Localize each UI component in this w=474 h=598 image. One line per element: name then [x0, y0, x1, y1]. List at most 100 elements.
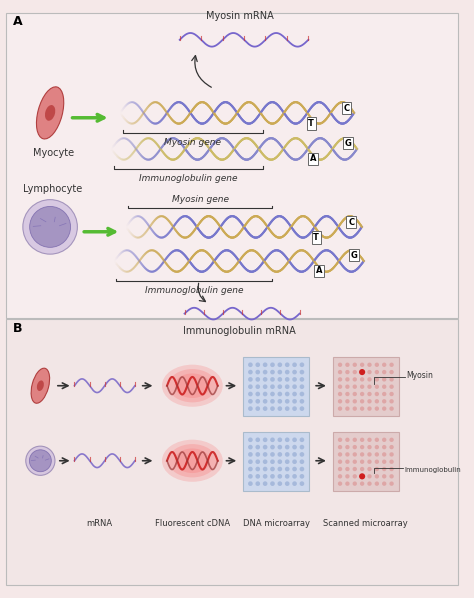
Circle shape — [248, 459, 253, 464]
Text: DNA microarray: DNA microarray — [243, 519, 310, 528]
Bar — [243, 432, 310, 491]
Circle shape — [389, 407, 394, 411]
Circle shape — [285, 362, 290, 367]
Circle shape — [374, 407, 379, 411]
Circle shape — [263, 452, 267, 457]
Circle shape — [382, 481, 386, 486]
Circle shape — [270, 392, 275, 396]
Circle shape — [285, 399, 290, 404]
Circle shape — [263, 406, 267, 411]
Circle shape — [277, 392, 282, 396]
Text: Myosin mRNA: Myosin mRNA — [206, 11, 274, 22]
Circle shape — [338, 399, 342, 404]
Circle shape — [300, 392, 304, 396]
Circle shape — [353, 474, 357, 478]
Circle shape — [263, 399, 267, 404]
Circle shape — [360, 392, 365, 396]
Circle shape — [255, 438, 260, 442]
Text: mRNA: mRNA — [86, 519, 112, 528]
Circle shape — [248, 481, 253, 486]
Circle shape — [292, 438, 297, 442]
Circle shape — [248, 438, 253, 442]
Circle shape — [255, 377, 260, 382]
Circle shape — [263, 385, 267, 389]
Circle shape — [292, 377, 297, 382]
Circle shape — [367, 459, 372, 464]
Circle shape — [374, 385, 379, 389]
Bar — [6, 13, 458, 318]
Circle shape — [345, 452, 350, 457]
Circle shape — [270, 377, 275, 382]
Circle shape — [353, 467, 357, 471]
Text: C: C — [343, 103, 349, 112]
Circle shape — [248, 385, 253, 389]
Circle shape — [345, 474, 350, 478]
Circle shape — [338, 481, 342, 486]
Circle shape — [23, 200, 77, 254]
Circle shape — [285, 377, 290, 382]
Circle shape — [360, 362, 365, 367]
Text: T: T — [308, 119, 314, 128]
Circle shape — [338, 362, 342, 367]
Circle shape — [360, 445, 365, 449]
Circle shape — [345, 467, 350, 471]
Circle shape — [292, 399, 297, 404]
Circle shape — [255, 362, 260, 367]
Circle shape — [360, 377, 365, 382]
Circle shape — [389, 377, 394, 382]
Circle shape — [292, 466, 297, 471]
Circle shape — [277, 385, 282, 389]
Circle shape — [360, 452, 365, 457]
Circle shape — [353, 481, 357, 486]
Circle shape — [353, 459, 357, 464]
Circle shape — [255, 459, 260, 464]
Circle shape — [292, 362, 297, 367]
Circle shape — [277, 438, 282, 442]
Circle shape — [367, 474, 372, 478]
Circle shape — [360, 459, 365, 464]
Circle shape — [338, 474, 342, 478]
Circle shape — [263, 438, 267, 442]
Circle shape — [300, 362, 304, 367]
Text: Immunoglobulin mRNA: Immunoglobulin mRNA — [183, 327, 295, 336]
Circle shape — [270, 438, 275, 442]
Circle shape — [263, 466, 267, 471]
Circle shape — [263, 445, 267, 450]
Text: Lymphocyte: Lymphocyte — [23, 184, 82, 194]
Circle shape — [345, 407, 350, 411]
Circle shape — [374, 362, 379, 367]
Circle shape — [292, 392, 297, 396]
Ellipse shape — [174, 448, 210, 473]
Ellipse shape — [36, 87, 64, 139]
Circle shape — [300, 406, 304, 411]
Circle shape — [359, 369, 365, 375]
Circle shape — [374, 438, 379, 442]
Ellipse shape — [174, 373, 210, 398]
Circle shape — [360, 481, 365, 486]
Circle shape — [300, 438, 304, 442]
Circle shape — [353, 399, 357, 404]
Text: T: T — [313, 233, 319, 242]
Circle shape — [263, 377, 267, 382]
Circle shape — [277, 445, 282, 450]
Circle shape — [270, 452, 275, 457]
Circle shape — [30, 206, 71, 248]
Circle shape — [374, 392, 379, 396]
Circle shape — [248, 362, 253, 367]
Circle shape — [353, 385, 357, 389]
Circle shape — [374, 481, 379, 486]
Circle shape — [277, 481, 282, 486]
Text: Immunoglobulin gene: Immunoglobulin gene — [139, 174, 238, 183]
Circle shape — [353, 407, 357, 411]
Circle shape — [367, 481, 372, 486]
Circle shape — [270, 445, 275, 450]
Circle shape — [374, 474, 379, 478]
Circle shape — [300, 452, 304, 457]
Circle shape — [285, 392, 290, 396]
Ellipse shape — [168, 369, 217, 402]
Circle shape — [367, 392, 372, 396]
Bar — [243, 358, 310, 416]
Text: A: A — [316, 266, 322, 275]
Circle shape — [345, 438, 350, 442]
Circle shape — [285, 438, 290, 442]
